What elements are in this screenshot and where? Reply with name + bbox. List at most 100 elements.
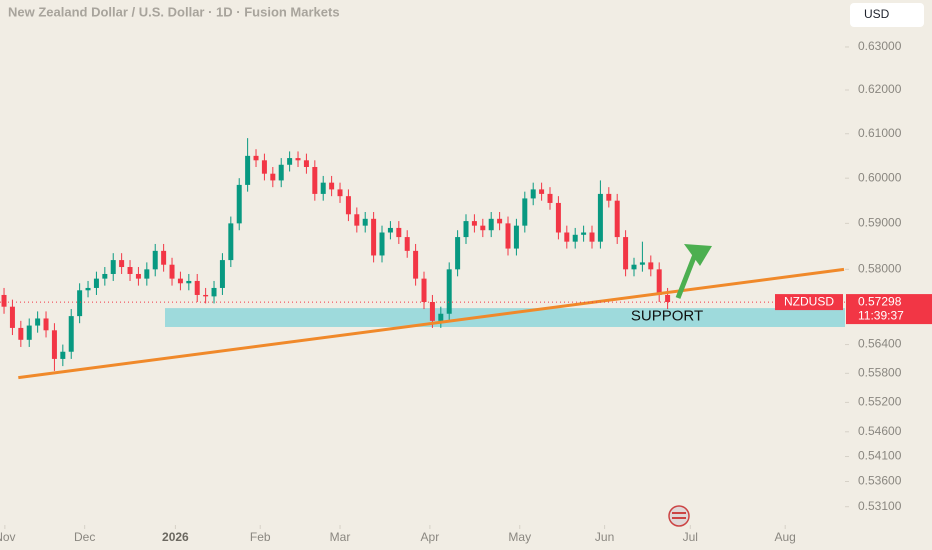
candle-body	[539, 189, 545, 194]
candle-body	[631, 264, 637, 270]
candle-body	[287, 158, 293, 165]
y-tick-label: 0.53600	[858, 474, 902, 488]
price-label: 0.57298	[858, 294, 902, 308]
candle-body	[186, 280, 192, 284]
x-tick-label: Jun	[595, 530, 614, 544]
symbol-label: NZDUSD	[784, 294, 834, 308]
candle-body	[429, 301, 435, 321]
candle-body	[68, 316, 74, 352]
candle-body	[35, 318, 41, 326]
candle-body	[446, 269, 452, 314]
candle-body	[26, 325, 32, 340]
flag-stripe	[672, 512, 686, 514]
symbol-tag	[775, 294, 843, 311]
candle-body	[261, 160, 267, 174]
candle-body	[203, 294, 209, 297]
candle-body	[505, 223, 511, 249]
candle-body	[9, 306, 15, 328]
candle-body	[236, 184, 242, 224]
x-tick-label: Apr	[421, 530, 440, 544]
y-tick-label: 0.62000	[858, 82, 902, 96]
x-tick-label: Mar	[330, 530, 351, 544]
candle-body	[161, 250, 167, 265]
candle-body	[354, 214, 360, 226]
x-tick-label: May	[508, 530, 531, 544]
candle-body	[127, 267, 133, 274]
candle-body	[228, 223, 234, 261]
arrow-head	[684, 244, 712, 266]
candle-body	[169, 264, 175, 279]
candle-body	[278, 164, 284, 181]
x-tick-label: 2026	[162, 530, 189, 544]
candle-body	[253, 155, 259, 161]
candle-body	[665, 294, 671, 302]
candle-body	[18, 327, 24, 340]
candle-body	[413, 250, 419, 279]
y-tick-label: 0.63000	[858, 39, 902, 53]
x-tick-label: Dec	[74, 530, 95, 544]
candle-body	[396, 227, 402, 238]
trendline	[18, 267, 845, 380]
candle-body	[371, 218, 377, 256]
price-tag	[846, 294, 932, 325]
candle-body	[43, 318, 49, 331]
y-tick-label: 0.61000	[858, 126, 902, 140]
candle-body	[345, 196, 351, 215]
y-tick-label: 0.59000	[858, 216, 902, 230]
candle-body	[177, 278, 183, 284]
candle-body	[614, 200, 620, 238]
y-tick-label: 0.55200	[858, 395, 902, 409]
candle-body	[85, 287, 91, 291]
y-tick-label: 0.60000	[858, 170, 902, 184]
candle-body	[597, 193, 603, 242]
chart-title: New Zealand Dollar / U.S. Dollar · 1D · …	[8, 4, 340, 19]
candle-body	[144, 269, 150, 279]
candle-body	[211, 287, 217, 297]
candle-body	[295, 158, 301, 161]
y-tick-label: 0.58000	[858, 262, 902, 276]
support-zone	[165, 308, 845, 327]
candle-body	[119, 260, 125, 268]
candle-body	[329, 182, 335, 190]
candle-body	[1, 294, 7, 307]
candle-body	[648, 262, 654, 270]
candle-body	[639, 262, 645, 265]
candle-body	[194, 280, 200, 295]
grid-layer	[4, 46, 849, 529]
currency-button[interactable]	[850, 3, 924, 27]
y-tick-label: 0.54100	[858, 449, 902, 463]
y-tick-label: 0.56400	[858, 337, 902, 351]
candle-body	[152, 250, 158, 270]
candle-body	[589, 232, 595, 242]
candle-body	[513, 225, 519, 249]
y-tick-label: 0.53100	[858, 499, 902, 513]
candle-body	[530, 189, 536, 199]
candle-body	[572, 234, 578, 242]
candle-body	[497, 218, 503, 224]
candle-body	[312, 166, 318, 194]
candle-body	[362, 218, 368, 226]
candle-body	[564, 232, 570, 242]
candle-body	[245, 155, 251, 185]
x-tick-label: Jul	[683, 530, 698, 544]
candle-body	[455, 237, 461, 270]
currency-label[interactable]: USD	[864, 7, 890, 21]
candle-body	[606, 193, 612, 201]
drawing-layer: SUPPORT	[0, 267, 845, 380]
candle-body	[93, 278, 99, 288]
candle-body	[337, 189, 343, 197]
candle-body	[102, 273, 108, 279]
candle-body	[488, 218, 494, 231]
candle-body	[387, 227, 393, 233]
zone-layer	[165, 308, 845, 327]
candle-body	[555, 202, 561, 233]
axis-layer: 0.63000 0.62000 0.61000 0.60000 0.59000 0.580…	[0, 39, 932, 544]
candle-body	[320, 182, 326, 194]
flag-circle	[668, 505, 690, 527]
flag-stripe	[672, 517, 686, 519]
y-tick-label: 0.55800	[858, 366, 902, 380]
candle-body	[77, 290, 83, 317]
candle-body	[463, 221, 469, 238]
